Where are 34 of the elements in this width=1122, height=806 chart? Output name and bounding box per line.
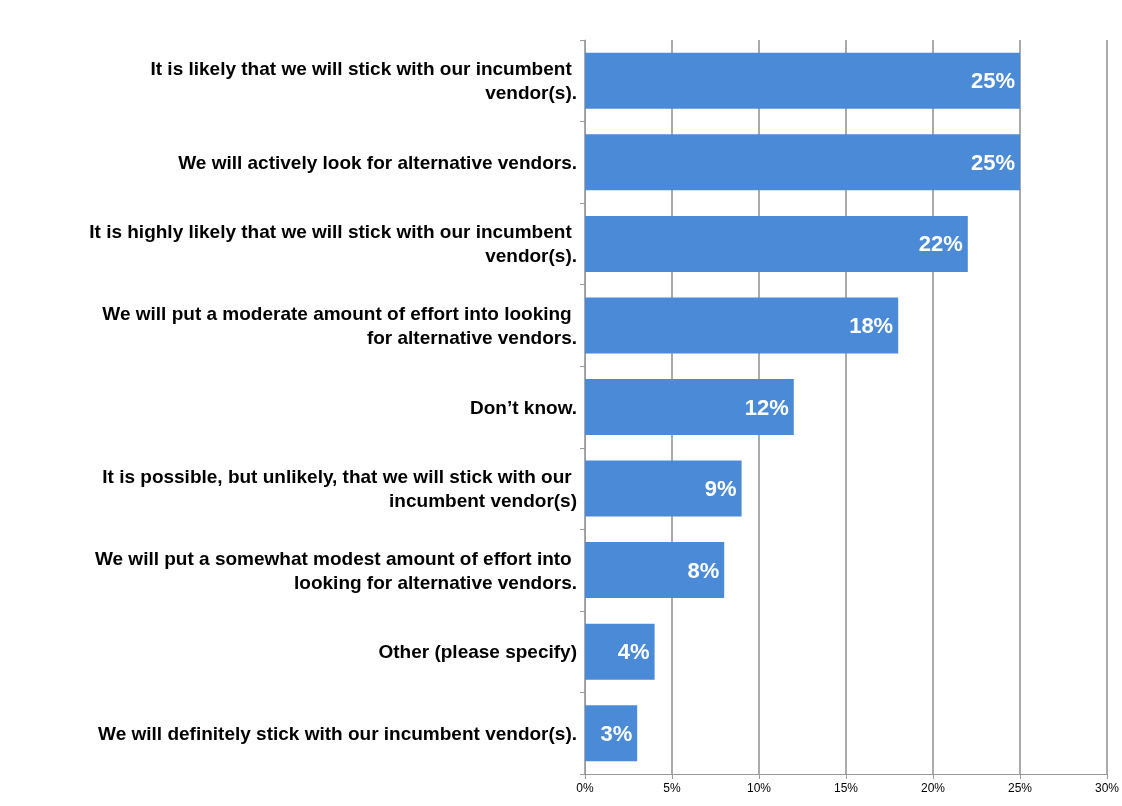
y-tick-label: It is likely that we will stick with our incumbent vendor(s). — [150, 58, 577, 104]
data-label: 18% — [849, 312, 894, 338]
y-tick-label: Don’t know. — [470, 396, 577, 418]
y-tick-label: We will put a moderate amount of effort into looking for alternative vendors. — [102, 302, 577, 348]
x-tick-label: 30% — [1094, 781, 1120, 795]
bar — [585, 460, 742, 517]
y-tick-label: We will actively look for alternative vendors. — [178, 151, 577, 173]
x-tick-label: 20% — [920, 781, 946, 795]
x-tick-label: 5% — [663, 781, 681, 795]
data-label: 25% — [970, 68, 1015, 94]
bar — [585, 705, 638, 762]
y-tick-label: Other (please specify) — [378, 641, 577, 663]
data-label: 4% — [617, 639, 650, 665]
x-tick-label: 25% — [1007, 781, 1033, 795]
data-label: 25% — [970, 149, 1015, 175]
data-label: 12% — [744, 394, 789, 420]
y-tick-label: It is possible, but unlikely, that we will stick with our incumbent vendor(s) — [102, 466, 577, 512]
y-tick-label: It is highly likely that we will stick with our incumbent vendor(s). — [89, 221, 577, 267]
x-tick-label: 15% — [833, 781, 859, 795]
x-tick-label: 0% — [576, 781, 594, 795]
bar — [585, 623, 655, 680]
bar — [585, 379, 794, 435]
bar — [585, 542, 725, 599]
data-label: 9% — [704, 476, 737, 502]
bar — [585, 297, 899, 354]
data-label: 22% — [918, 231, 963, 257]
bar — [585, 52, 1020, 109]
y-tick-label: We will definitely stick with our incumbent vendor(s). — [98, 722, 577, 744]
bar — [585, 134, 1020, 191]
data-label: 3% — [600, 720, 633, 746]
data-label: 8% — [687, 557, 720, 583]
y-tick-label: We will put a somewhat modest amount of effort into looking for alternative vendors. — [94, 547, 577, 593]
x-tick-label: 10% — [746, 781, 772, 795]
bar — [585, 215, 968, 272]
